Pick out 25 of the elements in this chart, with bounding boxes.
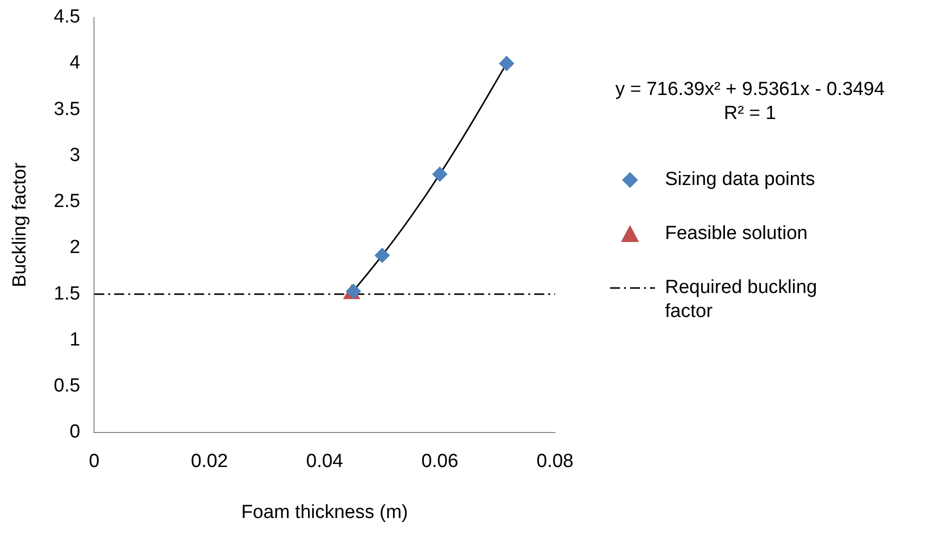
x-axis-title: Foam thickness (m) xyxy=(241,502,408,523)
y-tick-label: 4 xyxy=(70,52,81,74)
y-tick-label: 2 xyxy=(70,237,80,258)
y-axis-title: Buckling factor xyxy=(10,162,31,288)
y-tick-label: 4.5 xyxy=(54,6,80,28)
x-tick-label: 0.02 xyxy=(190,451,228,472)
point xyxy=(499,56,514,72)
x-tick-label: 0 xyxy=(88,451,100,472)
text: R² = 1 xyxy=(722,102,778,126)
y-tick-label: 3.5 xyxy=(54,98,80,120)
y-tick-label: 1 xyxy=(70,329,80,350)
legend-label: Feasible solution xyxy=(665,223,808,244)
y-tick-label: 1.5 xyxy=(54,283,80,304)
x-tick-label: 0.08 xyxy=(536,451,574,472)
y-tick-label: 0 xyxy=(70,422,80,443)
x-tick-label: 0.04 xyxy=(306,451,344,472)
legend-label: Sizing data points xyxy=(665,169,815,190)
point xyxy=(374,248,390,263)
point xyxy=(432,166,448,182)
legend-label: Required buckling factor xyxy=(665,277,818,322)
y-tick-label: 0.5 xyxy=(54,376,80,397)
x-tick-label: 0.06 xyxy=(421,451,458,472)
y-tick-label: 2.5 xyxy=(54,191,80,212)
text: y = 716.39x² + 9.5361x - 0.3494 xyxy=(614,78,886,102)
y-tick-label: 3 xyxy=(70,144,80,166)
